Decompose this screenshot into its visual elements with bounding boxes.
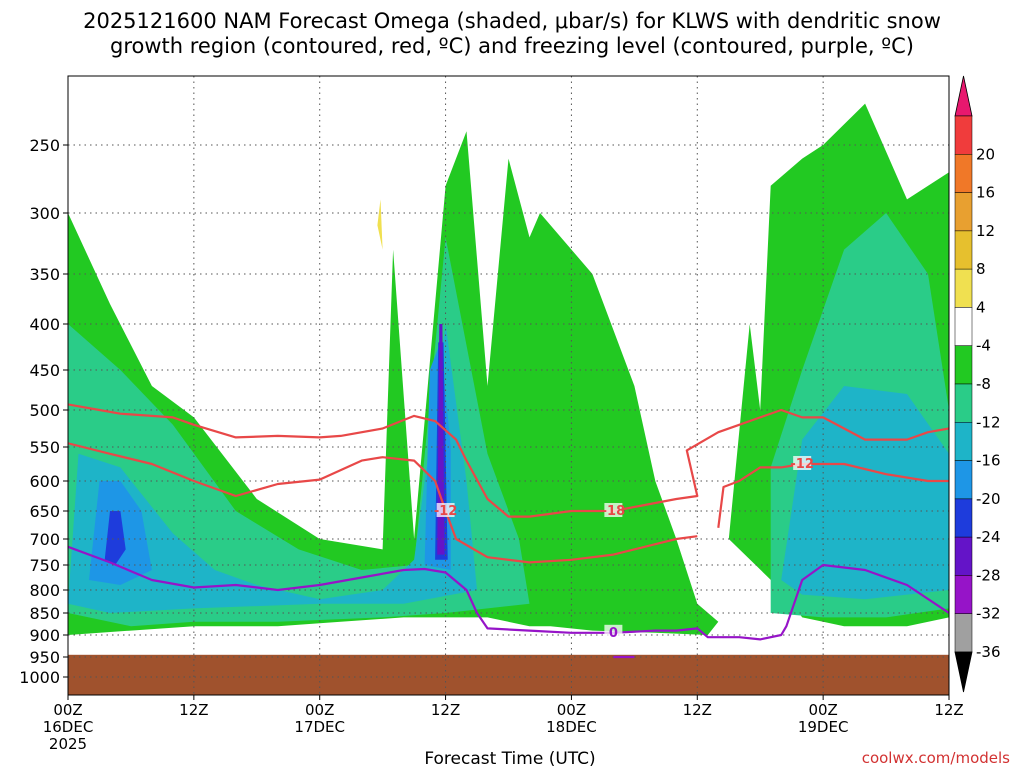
- dgz-contour-0-label: -18: [602, 504, 626, 519]
- x-tick-label: 12Z: [683, 701, 712, 719]
- x-tick-label: 12Z: [934, 701, 963, 719]
- x-tick-label: 00Z: [808, 701, 837, 719]
- dgz-contour-1-label: -12: [434, 504, 458, 519]
- x-tick-label: 19DEC: [798, 718, 849, 736]
- dgz-contour-0: [68, 403, 949, 518]
- colorbar-box: [954, 230, 973, 270]
- x-axis-label: Forecast Time (UTC): [424, 749, 595, 768]
- colorbar-box: [954, 192, 973, 232]
- contour-layer: -18 -12 -12 0: [68, 403, 949, 659]
- x-tick-label: 2025: [49, 735, 87, 753]
- colorbar-bottom-triangle: [954, 651, 973, 693]
- omega-region-4: [377, 199, 383, 250]
- chart-title-line1: 2025121600 NAM Forecast Omega (shaded, μ…: [83, 9, 941, 33]
- freezing-level-contour-0-label-bg: [604, 624, 623, 639]
- colorbar-label: 8: [976, 260, 986, 278]
- colorbar-box: [954, 268, 973, 308]
- y-tick-label: 950: [29, 648, 60, 667]
- y-tick-label: 400: [29, 315, 60, 334]
- colorbar-box: [954, 498, 973, 538]
- colorbar-box: [954, 460, 973, 500]
- dgz-contour-2: [717, 462, 949, 528]
- omega-region-m16: [68, 324, 477, 613]
- y-tick-label: 700: [29, 530, 60, 549]
- colorbar-box: [954, 613, 973, 653]
- y-tick-label: 600: [29, 472, 60, 491]
- y-tick-label: 350: [29, 265, 60, 284]
- terrain-layer: [68, 654, 949, 695]
- colorbar-box: [954, 154, 973, 193]
- colorbar-label: 4: [976, 298, 986, 316]
- x-tick-label: 12Z: [431, 701, 460, 719]
- colorbar: 20 16 12 8 4 -4 -8 -12 -16 -20 -24 -28 -32 -36: [954, 75, 1001, 693]
- x-tick-label: 17DEC: [294, 718, 345, 736]
- y-tick-label: 650: [29, 502, 60, 521]
- dgz-contour-1-label-bg: [436, 503, 455, 517]
- colorbar-label: -28: [976, 566, 1001, 584]
- colorbar-label: 20: [976, 145, 995, 163]
- colorbar-box: [954, 115, 973, 155]
- omega-shading-layer: [68, 103, 949, 677]
- dgz-contour-1: [68, 442, 698, 564]
- y-tick-label: 300: [29, 204, 60, 223]
- y-tick-label: 450: [29, 361, 60, 380]
- y-tick-label: 850: [29, 604, 60, 623]
- omega-region-m28: [437, 324, 445, 555]
- colorbar-label: 16: [976, 184, 995, 202]
- x-tick-label: 00Z: [557, 701, 586, 719]
- colorbar-label: -4: [976, 337, 991, 355]
- colorbar-box: [954, 345, 973, 385]
- chart-title-line2: growth region (contoured, red, ºC) and f…: [110, 34, 914, 58]
- colorbar-label: -32: [976, 605, 1001, 623]
- credit-text: coolwx.com/models: [862, 749, 1010, 767]
- y-tick-label: 250: [29, 136, 60, 155]
- colorbar-label: 12: [976, 222, 995, 240]
- x-tick-label: 18DEC: [546, 718, 597, 736]
- x-tick-label: 16DEC: [43, 718, 94, 736]
- omega-region-m24: [104, 511, 126, 565]
- colorbar-label: -36: [976, 643, 1001, 661]
- colorbar-top-triangle: [954, 75, 973, 117]
- x-tick-label: 00Z: [305, 701, 334, 719]
- colorbar-box: [954, 307, 973, 346]
- plot-frame: [67, 75, 950, 696]
- colorbar-box: [954, 575, 973, 614]
- omega-region-m12: [68, 237, 530, 627]
- dgz-contour-0-label-bg: [604, 503, 623, 517]
- y-tick-label: 900: [29, 626, 60, 645]
- y-tick-label: 1000: [19, 668, 60, 687]
- colorbar-label: -16: [976, 452, 1001, 470]
- colorbar-box: [954, 383, 973, 423]
- colorbar-box: [954, 422, 973, 461]
- y-tick-label: 550: [29, 438, 60, 457]
- terrain-surface: [68, 654, 949, 695]
- y-tick-label: 500: [29, 401, 60, 420]
- x-tick-label: 12Z: [179, 701, 208, 719]
- y-tick-label: 750: [29, 556, 60, 575]
- colorbar-box: [954, 536, 973, 576]
- colorbar-label: -20: [976, 490, 1001, 508]
- colorbar-label: -12: [976, 413, 1001, 431]
- dgz-contour-2-label-bg: [793, 456, 812, 470]
- y-axis-ticks: 250 300 350 400 450 500 550 600 650 700 750 800 850 9…: [19, 136, 68, 687]
- freezing-level-contour-0: [68, 545, 949, 641]
- dgz-contour-2-label: -12: [790, 457, 814, 472]
- colorbar-label: -24: [976, 528, 1001, 546]
- freezing-level-contour-0-label: 0: [609, 626, 618, 641]
- y-tick-label: 800: [29, 581, 60, 600]
- colorbar-label: -8: [976, 375, 991, 393]
- x-tick-label: 00Z: [53, 701, 82, 719]
